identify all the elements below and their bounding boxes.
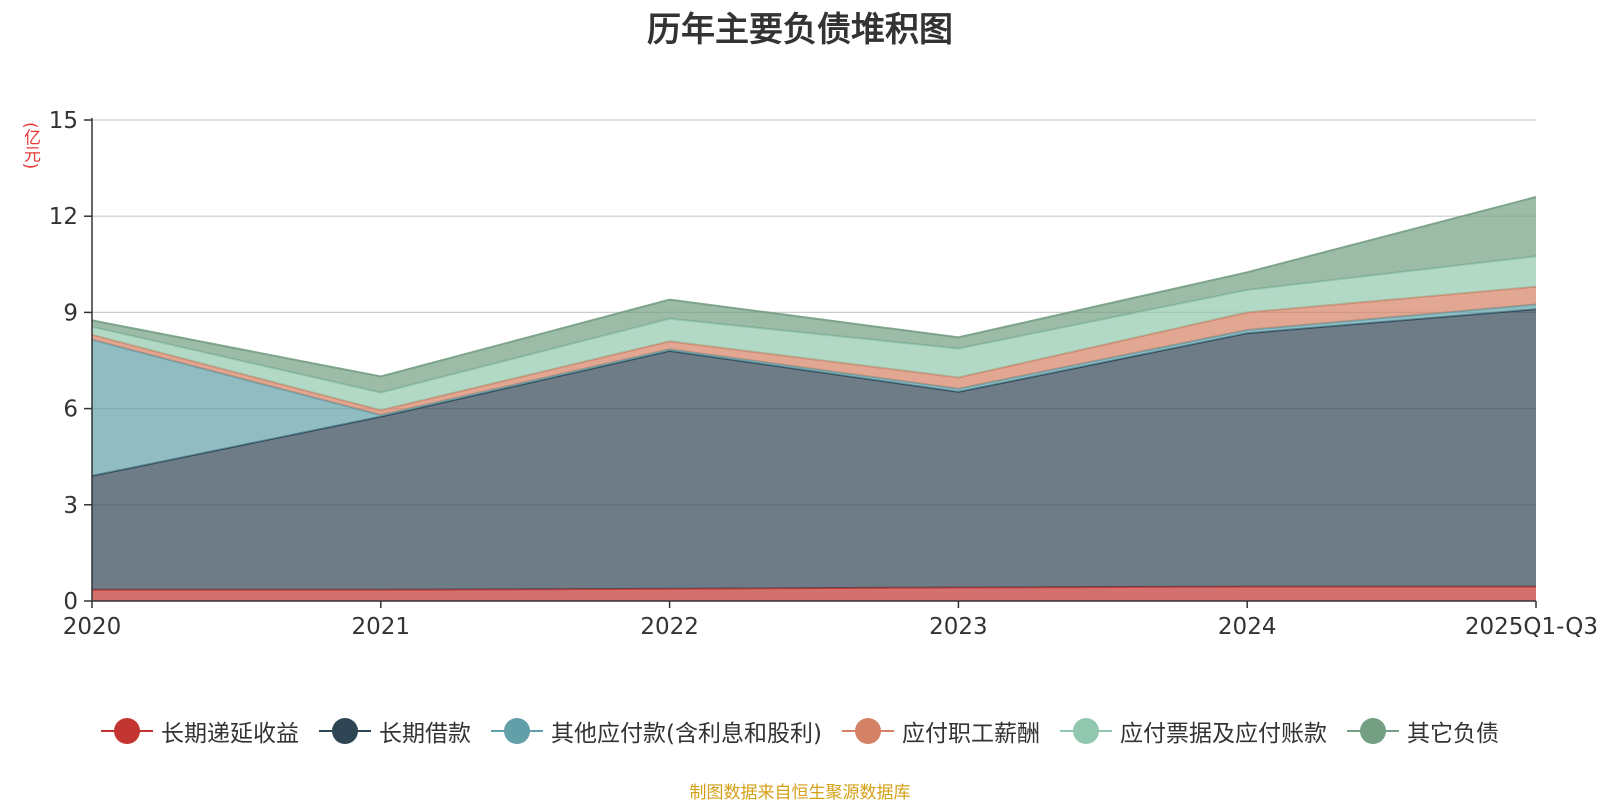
legend-marker-icon (1059, 718, 1112, 744)
area-series-2 (92, 304, 1536, 476)
legend-item-4[interactable]: 应付票据及应付账款 (1059, 714, 1327, 748)
legend-label: 应付职工薪酬 (901, 721, 1040, 747)
legend-label: 应付票据及应付账款 (1119, 721, 1327, 747)
x-tick-label: 2022 (640, 614, 699, 640)
x-tick-label: 2023 (929, 614, 988, 640)
y-tick-label: 15 (49, 108, 78, 134)
area-series (91, 196, 1537, 601)
legend-item-0[interactable]: 长期递延收益 (101, 714, 299, 748)
y-tick-label: 12 (49, 204, 78, 230)
source-note: 制图数据来自恒生聚源数据库 (689, 783, 911, 803)
legend-label: 长期借款 (379, 721, 472, 747)
y-tick-label: 0 (63, 589, 78, 615)
axes (84, 118, 1537, 608)
y-tick-label: 6 (63, 397, 78, 423)
legend-item-1[interactable]: 长期借款 (319, 714, 471, 748)
x-tick-label: 2020 (63, 614, 122, 640)
x-tick-label: 2021 (352, 614, 411, 640)
y-tick-label: 9 (63, 300, 78, 326)
area-series-line-5 (91, 196, 1537, 378)
legend-marker-icon (101, 718, 154, 744)
legend-item-3[interactable]: 应付职工薪酬 (841, 714, 1040, 748)
legend-label: 长期递延收益 (161, 721, 300, 747)
y-axis-unit-label: (亿元) (20, 122, 40, 170)
legend-marker-icon (1346, 718, 1399, 744)
x-tick-label: 2024 (1218, 614, 1277, 640)
legend-label: 其他应付款(含利息和股利) (551, 721, 822, 747)
area-series-1 (92, 309, 1536, 590)
legend-label: 其它负债 (1406, 721, 1499, 747)
x-tick-label: 2025Q1-Q3 (1465, 614, 1598, 640)
legend-item-2[interactable]: 其他应付款(含利息和股利) (491, 714, 822, 748)
legend-item-5[interactable]: 其它负债 (1346, 714, 1499, 748)
legend-marker-icon (491, 718, 544, 744)
legend-marker-icon (319, 718, 372, 744)
legend-marker-icon (841, 718, 894, 744)
y-tick-label: 3 (63, 493, 78, 519)
legend: 长期递延收益 长期借款 其他应付款(含利息和股利) 应付职工薪酬 应付票据及应付账款 其它… (0, 714, 1600, 748)
tick-labels: 0 3 6 9 12 15 2020 2021 2022 2023 2024 2025Q1-Q3 (49, 108, 1598, 640)
chart-title: 历年主要负债堆积图 (647, 10, 953, 50)
